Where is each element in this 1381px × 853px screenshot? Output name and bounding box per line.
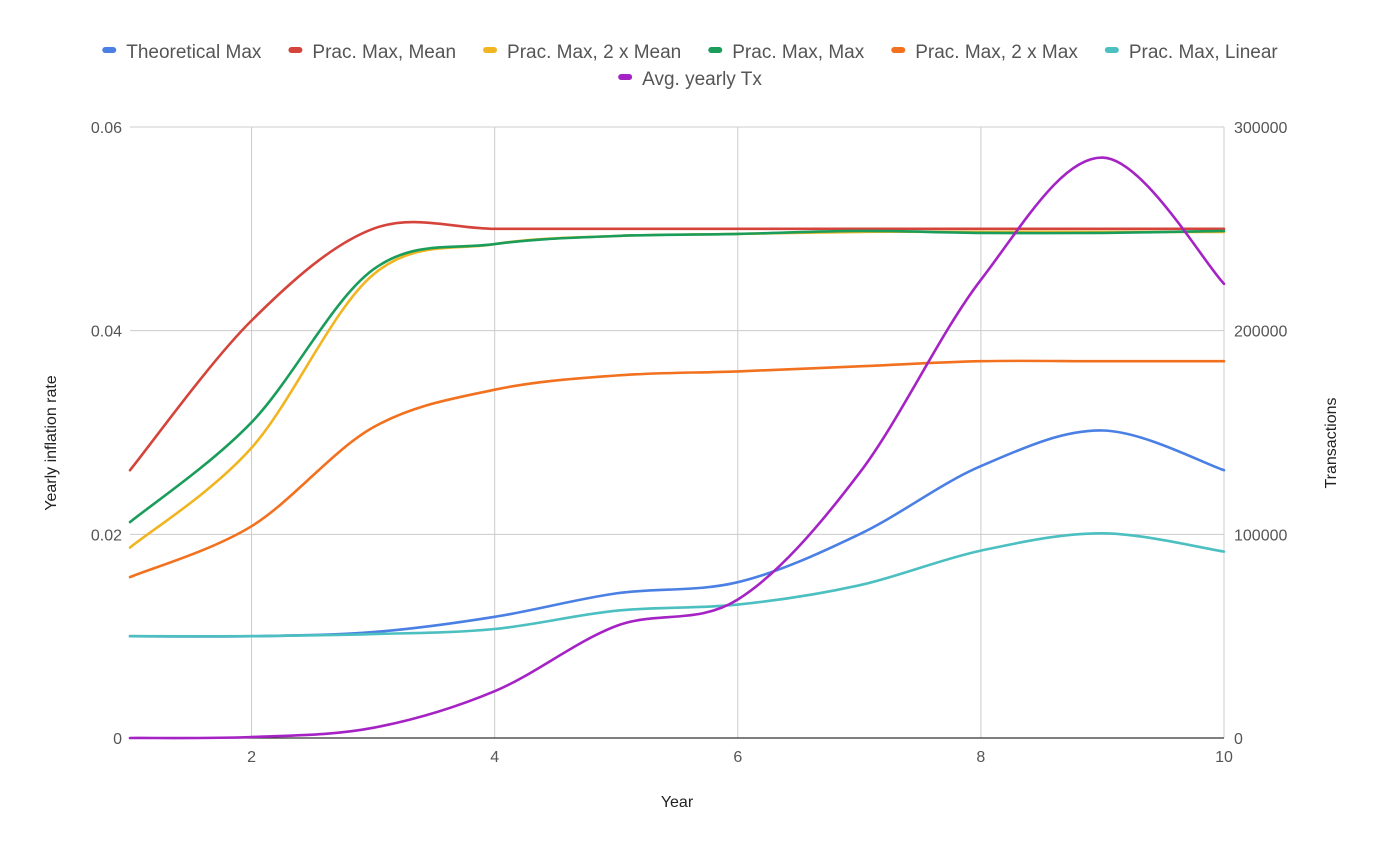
legend-swatch-prac-max-2-x-max[interactable] (891, 47, 906, 53)
legend-label-prac-max-linear[interactable]: Prac. Max, Linear (1129, 42, 1279, 63)
legend-swatch-theoretical-max[interactable] (102, 47, 117, 53)
legend-swatch-prac-max-max[interactable] (708, 47, 723, 53)
series-line-prac-max-2-x-max (128, 359, 1226, 579)
legend-label-avg-yearly-tx[interactable]: Avg. yearly Tx (642, 69, 762, 90)
x-tick-label: 2 (247, 749, 256, 766)
legend-label-prac-max-2-x-mean[interactable]: Prac. Max, 2 x Mean (507, 42, 681, 63)
x-tick-label: 10 (1215, 749, 1233, 766)
legend-swatch-prac-max-mean[interactable] (288, 47, 303, 53)
series-line-prac-max-linear (128, 531, 1226, 638)
series-layer (128, 156, 1226, 740)
y-axis-left-title: Yearly inflation rate (43, 375, 60, 511)
x-tick-label: 8 (976, 749, 985, 766)
y-left-tick-label: 0.04 (91, 324, 122, 341)
y-right-tick-label: 200000 (1234, 324, 1287, 341)
y-left-tick-label: 0.02 (91, 527, 122, 544)
series-line-theoretical-max (128, 429, 1226, 638)
grid-layer (130, 126, 1225, 738)
y-left-tick-label: 0 (113, 731, 122, 748)
y-right-tick-label: 0 (1234, 731, 1243, 748)
series-line-avg-yearly-tx (128, 156, 1226, 740)
legend-swatch-prac-max-linear[interactable] (1104, 47, 1119, 53)
y-right-tick-label: 100000 (1234, 527, 1287, 544)
legend-label-prac-max-max[interactable]: Prac. Max, Max (732, 42, 864, 63)
series-line-prac-max-mean (128, 220, 1226, 472)
y-axis-right-title: Transactions (1323, 398, 1340, 489)
legend-label-theoretical-max[interactable]: Theoretical Max (126, 42, 262, 63)
y-left-tick-label: 0.06 (91, 120, 122, 137)
legend-swatch-prac-max-2-x-mean[interactable] (483, 47, 498, 53)
legend[interactable]: Theoretical Max Prac. Max, Mean Prac. Max,… (102, 42, 1278, 90)
x-tick-label: 4 (490, 749, 499, 766)
legend-label-prac-max-2-x-max[interactable]: Prac. Max, 2 x Max (915, 42, 1078, 63)
legend-swatch-avg-yearly-tx[interactable] (618, 74, 633, 80)
axis-layer: 0 0.02 0.04 0.06 0 100000 200000 300000 2 4 6 8 10 (91, 120, 1288, 766)
x-axis-title: Year (661, 794, 694, 811)
y-right-tick-label: 300000 (1234, 120, 1287, 137)
series-line-prac-max-max (128, 229, 1226, 524)
x-tick-label: 6 (733, 749, 742, 766)
legend-label-prac-max-mean[interactable]: Prac. Max, Mean (312, 42, 456, 63)
